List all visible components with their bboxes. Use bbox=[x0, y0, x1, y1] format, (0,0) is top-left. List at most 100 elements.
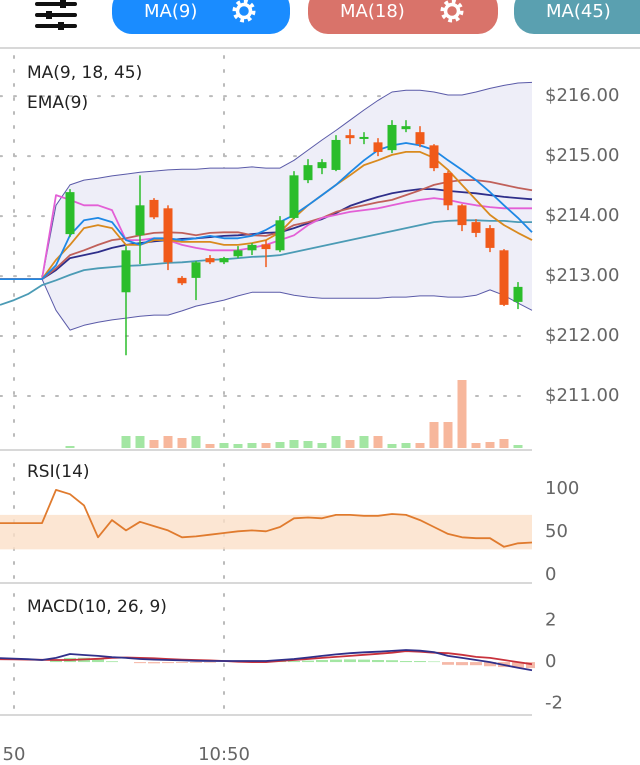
candle-body bbox=[443, 172, 453, 206]
x-tick-label: 50 bbox=[3, 744, 26, 765]
button-bg bbox=[308, 0, 498, 34]
plots bbox=[0, 55, 535, 712]
y-tick-label: $212.00 bbox=[545, 325, 619, 346]
x-tick-label: 10:50 bbox=[198, 744, 250, 765]
filter-icon[interactable] bbox=[35, 0, 77, 30]
candle-body bbox=[331, 139, 341, 170]
macd-line bbox=[0, 650, 533, 666]
candle-body bbox=[373, 142, 383, 152]
y-tick-label: $216.00 bbox=[545, 85, 619, 106]
y-tick-label: $213.00 bbox=[545, 265, 619, 286]
volume-bar bbox=[443, 422, 453, 448]
panel-title: RSI(14) bbox=[27, 462, 90, 482]
indicator-label: EMA(9) bbox=[27, 93, 88, 113]
macd-histogram-bar bbox=[526, 662, 535, 669]
candle-body bbox=[275, 220, 285, 251]
y-tick-label: 50 bbox=[545, 521, 568, 542]
y-tick-label: 0 bbox=[545, 564, 556, 585]
panel-title: MACD(10, 26, 9) bbox=[27, 597, 167, 617]
candle-body bbox=[485, 228, 495, 248]
y-tick-label: $214.00 bbox=[545, 205, 619, 226]
candle-body bbox=[359, 136, 369, 139]
candle-body bbox=[163, 208, 173, 263]
volume-bar bbox=[205, 444, 215, 448]
candle-body bbox=[303, 165, 313, 181]
candle-body bbox=[219, 258, 229, 263]
macd-histogram-bar bbox=[148, 662, 160, 664]
ma-button[interactable]: MA(45) bbox=[514, 0, 640, 34]
volume-bar bbox=[471, 443, 481, 448]
button-bg bbox=[514, 0, 640, 34]
volume-bar bbox=[359, 436, 369, 448]
ma-line bbox=[0, 142, 533, 280]
volume-bar bbox=[429, 422, 439, 448]
volume-bar bbox=[121, 436, 131, 448]
macd-histogram-bar bbox=[470, 662, 482, 666]
macd-histogram-bar bbox=[358, 659, 370, 663]
macd-histogram-bar bbox=[372, 660, 384, 663]
volume-bar bbox=[499, 439, 509, 448]
volume-bar bbox=[233, 444, 243, 448]
macd-histogram-bar bbox=[204, 662, 216, 663]
band-upper bbox=[0, 81, 533, 280]
candle-body bbox=[415, 132, 425, 145]
y-tick-label: $215.00 bbox=[545, 145, 619, 166]
rsi-line bbox=[0, 489, 533, 548]
button-label: MA(9) bbox=[144, 1, 197, 22]
gear-icon bbox=[235, 2, 253, 20]
y-tick-label: 0 bbox=[545, 651, 556, 672]
volume-bar bbox=[457, 380, 467, 448]
volume-bar bbox=[415, 443, 425, 448]
ma-line bbox=[0, 151, 533, 280]
volume-bar bbox=[387, 444, 397, 448]
macd-histogram-bar bbox=[456, 662, 468, 666]
ma-button[interactable]: MA(9) bbox=[112, 0, 290, 34]
candle-body bbox=[289, 175, 299, 218]
macd-histogram-bar bbox=[302, 660, 314, 663]
y-tick-label: -2 bbox=[545, 693, 563, 714]
candle-body bbox=[345, 135, 355, 139]
button-label: MA(18) bbox=[340, 1, 405, 22]
macd-histogram-bar bbox=[316, 660, 328, 663]
candle-body bbox=[387, 124, 397, 151]
indicator-label: MA(9, 18, 45) bbox=[27, 63, 142, 83]
gear-icon bbox=[440, 0, 464, 23]
volume-bar bbox=[163, 436, 173, 448]
volume-bar bbox=[177, 438, 187, 448]
volume-bar bbox=[485, 442, 495, 448]
macd-histogram-bar bbox=[162, 662, 174, 664]
candle-body bbox=[121, 250, 131, 293]
macd-histogram-bar bbox=[428, 661, 440, 663]
volume-bar bbox=[65, 446, 75, 448]
candle-body bbox=[177, 277, 187, 284]
band-fill bbox=[0, 82, 532, 331]
volume-bar bbox=[135, 436, 145, 448]
candle-body bbox=[429, 145, 439, 169]
volume-bar bbox=[191, 436, 201, 448]
macd-histogram-bar bbox=[92, 659, 104, 663]
volume-bar bbox=[345, 440, 355, 448]
ma-line bbox=[0, 188, 533, 280]
candle-body bbox=[65, 192, 75, 235]
macd-histogram-bar bbox=[400, 661, 412, 663]
macd-histogram-bar bbox=[386, 660, 398, 663]
band-lower bbox=[0, 278, 533, 331]
macd-histogram-bar bbox=[288, 661, 300, 663]
candle-body bbox=[317, 162, 327, 169]
volume-bar bbox=[247, 443, 257, 448]
candle-body bbox=[191, 262, 201, 278]
macd-histogram-bar bbox=[190, 662, 202, 663]
candle-body bbox=[499, 250, 509, 305]
ma-button[interactable]: MA(18) bbox=[308, 0, 498, 34]
macd-histogram-bar bbox=[414, 661, 426, 663]
volume-bar bbox=[219, 443, 229, 448]
volume-bar bbox=[331, 436, 341, 448]
candle-body bbox=[401, 126, 411, 130]
candle-body bbox=[261, 244, 271, 250]
volume-bar bbox=[401, 443, 411, 448]
button-label: MA(45) bbox=[546, 1, 611, 22]
y-tick-label: $211.00 bbox=[545, 385, 619, 406]
volume-bar bbox=[513, 445, 523, 448]
candle-body bbox=[513, 286, 523, 302]
